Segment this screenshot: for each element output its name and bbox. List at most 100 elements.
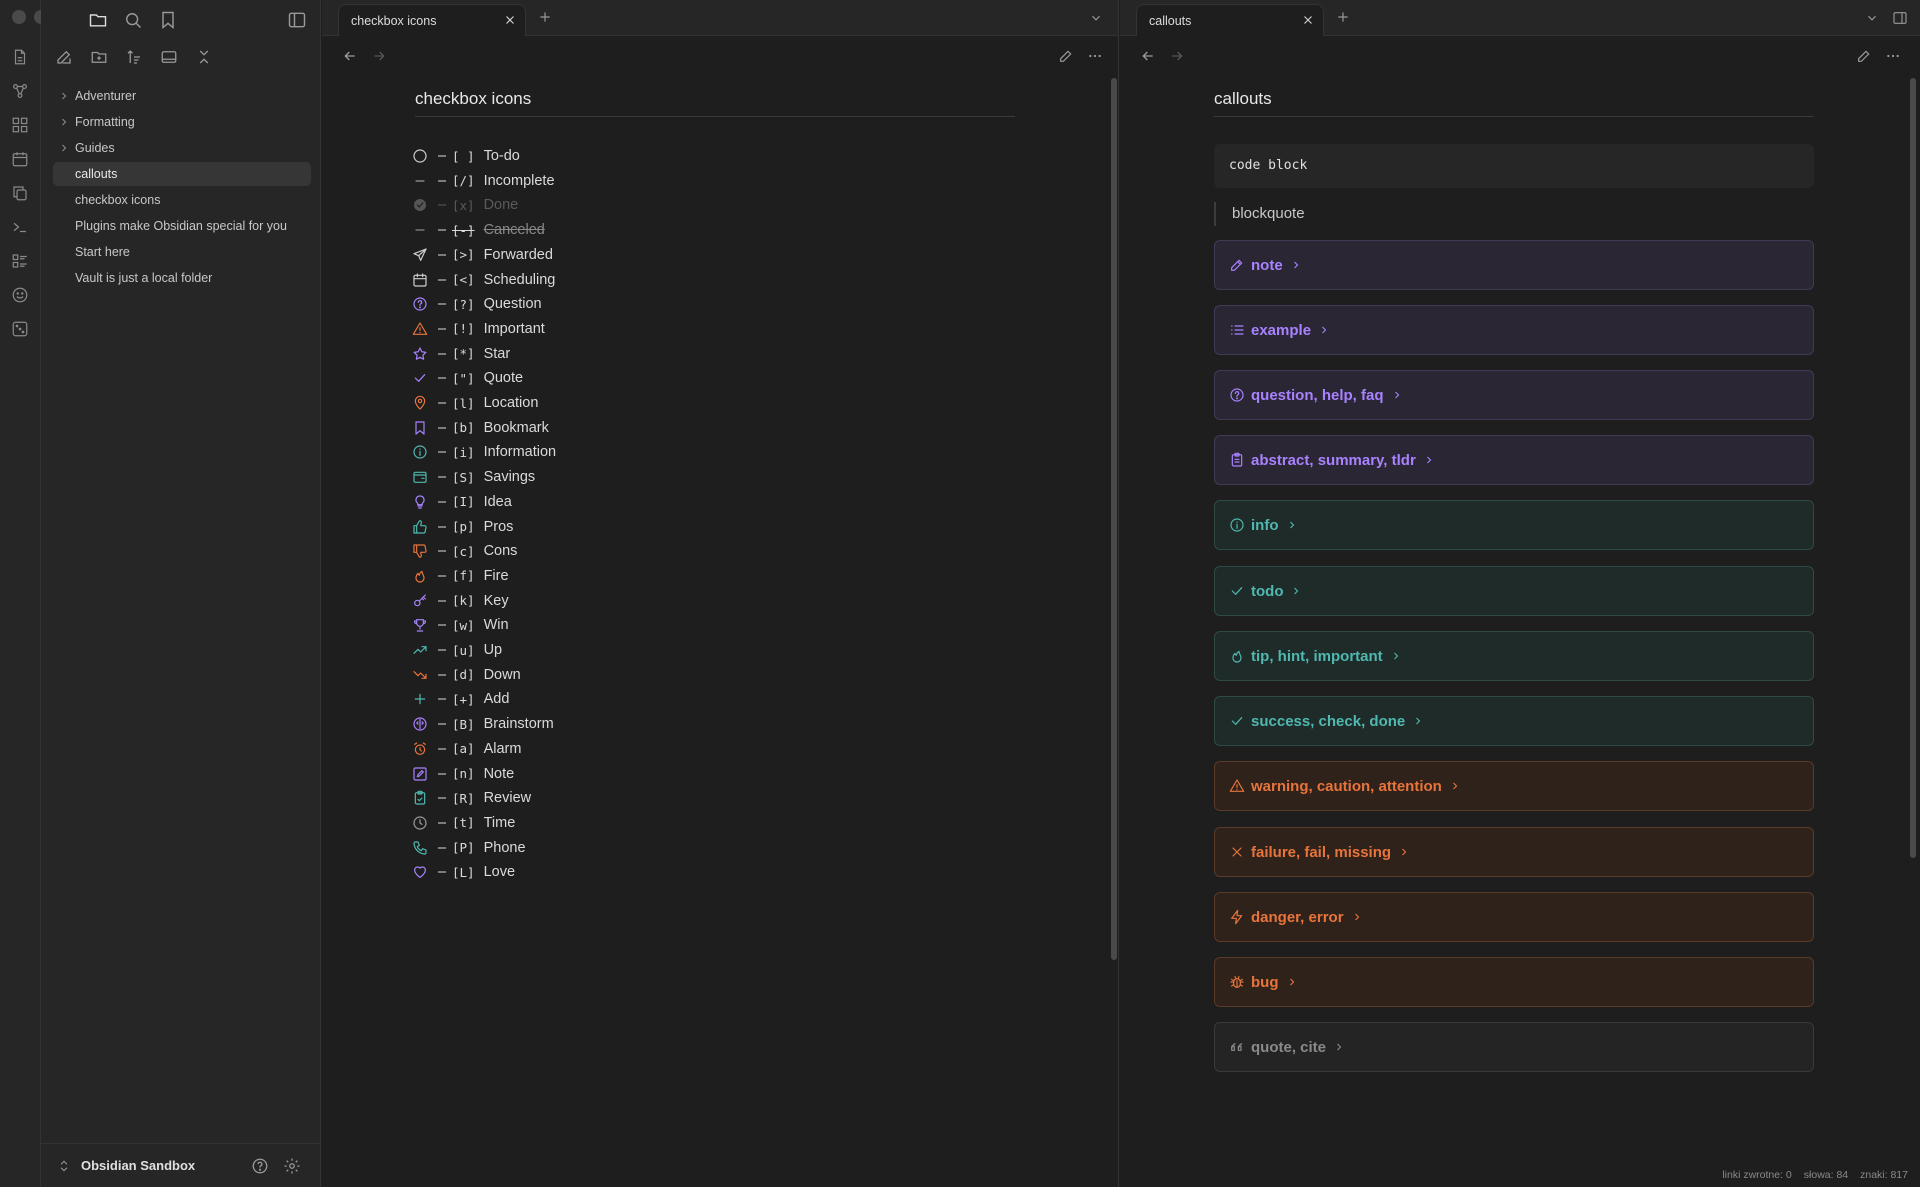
list-icon[interactable] bbox=[11, 252, 29, 270]
chevron-right-icon[interactable] bbox=[1398, 846, 1410, 858]
chevron-right-icon[interactable] bbox=[1286, 519, 1298, 531]
star-icon[interactable] bbox=[412, 346, 428, 362]
trending-down-icon[interactable] bbox=[412, 667, 428, 683]
edit-icon[interactable] bbox=[412, 766, 428, 782]
new-tab-plus-icon[interactable] bbox=[538, 10, 552, 24]
new-folder-icon[interactable] bbox=[90, 48, 108, 66]
trophy-icon[interactable] bbox=[412, 617, 428, 633]
tab-list-chevron-down-icon[interactable] bbox=[1089, 11, 1103, 25]
callout-warning[interactable]: warning, caution, attention bbox=[1214, 761, 1814, 811]
callout-todo[interactable]: todo bbox=[1214, 566, 1814, 616]
callout-success[interactable]: success, check, done bbox=[1214, 696, 1814, 746]
chevron-right-icon[interactable] bbox=[1290, 259, 1302, 271]
callout-info[interactable]: info bbox=[1214, 500, 1814, 550]
callout-tip[interactable]: tip, hint, important bbox=[1214, 631, 1814, 681]
terminal-icon[interactable] bbox=[11, 218, 29, 236]
chevron-right-icon[interactable] bbox=[1390, 650, 1402, 662]
right-sidebar-toggle-icon[interactable] bbox=[1892, 10, 1907, 24]
scrollbar[interactable] bbox=[1111, 78, 1117, 960]
tab-callouts[interactable]: callouts bbox=[1136, 4, 1324, 36]
file-checkbox-icons[interactable]: checkbox icons bbox=[53, 188, 311, 212]
heart-icon[interactable] bbox=[412, 864, 428, 880]
sidebar-toggle-icon[interactable] bbox=[287, 10, 307, 30]
close-tab-icon[interactable] bbox=[1301, 13, 1315, 27]
plus-icon[interactable] bbox=[412, 691, 428, 707]
clipboard-icon[interactable] bbox=[412, 790, 428, 806]
more-options-icon[interactable] bbox=[1885, 48, 1901, 64]
forward-arrow-icon[interactable] bbox=[1169, 48, 1185, 64]
minus-icon[interactable] bbox=[412, 222, 428, 238]
chevron-right-icon[interactable] bbox=[1333, 1041, 1345, 1053]
graph-view-icon[interactable] bbox=[11, 82, 29, 100]
folder-adventurer[interactable]: Adventurer bbox=[53, 84, 311, 108]
sort-icon[interactable] bbox=[125, 48, 143, 66]
calendar-icon[interactable] bbox=[412, 272, 428, 288]
file-callouts[interactable]: callouts bbox=[53, 162, 311, 186]
edit-pencil-icon[interactable] bbox=[1856, 48, 1872, 64]
chevron-right-icon[interactable] bbox=[1286, 976, 1298, 988]
file-start-here[interactable]: Start here bbox=[53, 240, 311, 264]
brain-icon[interactable] bbox=[412, 716, 428, 732]
lightbulb-icon[interactable] bbox=[412, 494, 428, 510]
check-icon[interactable] bbox=[412, 370, 428, 386]
chevron-right-icon[interactable] bbox=[1318, 324, 1330, 336]
chevron-right-icon[interactable] bbox=[1412, 715, 1424, 727]
thumbs-down-icon[interactable] bbox=[412, 543, 428, 559]
callout-note[interactable]: note bbox=[1214, 240, 1814, 290]
settings-gear-icon[interactable] bbox=[283, 1157, 301, 1175]
send-icon[interactable] bbox=[412, 247, 428, 263]
callout-question[interactable]: question, help, faq bbox=[1214, 370, 1814, 420]
chevron-right-icon[interactable] bbox=[1391, 389, 1403, 401]
back-arrow-icon[interactable] bbox=[1140, 48, 1156, 64]
folder-icon[interactable] bbox=[88, 10, 108, 30]
calendar-icon[interactable] bbox=[11, 150, 29, 168]
copy-icon[interactable] bbox=[11, 184, 29, 202]
new-tab-plus-icon[interactable] bbox=[1336, 10, 1350, 24]
tab-list-chevron-down-icon[interactable] bbox=[1865, 11, 1879, 25]
help-circle-icon[interactable] bbox=[412, 296, 428, 312]
back-arrow-icon[interactable] bbox=[342, 48, 358, 64]
scrollbar[interactable] bbox=[1910, 78, 1916, 858]
info-icon[interactable] bbox=[412, 444, 428, 460]
clock-icon[interactable] bbox=[412, 815, 428, 831]
file-plugins-make-obsidian-special-for-you[interactable]: Plugins make Obsidian special for you bbox=[53, 214, 311, 238]
dice-icon[interactable] bbox=[11, 320, 29, 338]
key-icon[interactable] bbox=[412, 593, 428, 609]
bookmark-icon[interactable] bbox=[158, 10, 178, 30]
callout-bug[interactable]: bug bbox=[1214, 957, 1814, 1007]
phone-icon[interactable] bbox=[412, 840, 428, 856]
folder-formatting[interactable]: Formatting bbox=[53, 110, 311, 134]
new-note-icon[interactable] bbox=[55, 48, 73, 66]
chevron-right-icon[interactable] bbox=[1290, 585, 1302, 597]
close-tab-icon[interactable] bbox=[503, 13, 517, 27]
search-icon[interactable] bbox=[123, 10, 143, 30]
thumbs-up-icon[interactable] bbox=[412, 519, 428, 535]
tab-checkbox-icons[interactable]: checkbox icons bbox=[338, 4, 526, 36]
chevron-right-icon[interactable] bbox=[1449, 780, 1461, 792]
collapse-all-icon[interactable] bbox=[195, 48, 213, 66]
alarm-icon[interactable] bbox=[412, 741, 428, 757]
canvas-icon[interactable] bbox=[11, 116, 29, 134]
circle-icon[interactable] bbox=[412, 148, 428, 164]
more-options-icon[interactable] bbox=[1087, 48, 1103, 64]
callout-failure[interactable]: failure, fail, missing bbox=[1214, 827, 1814, 877]
callout-quote[interactable]: quote, cite bbox=[1214, 1022, 1814, 1072]
callout-example[interactable]: example bbox=[1214, 305, 1814, 355]
bookmark-icon[interactable] bbox=[412, 420, 428, 436]
help-icon[interactable] bbox=[251, 1157, 269, 1175]
forward-arrow-icon[interactable] bbox=[371, 48, 387, 64]
smile-icon[interactable] bbox=[11, 286, 29, 304]
callout-danger[interactable]: danger, error bbox=[1214, 892, 1814, 942]
edit-pencil-icon[interactable] bbox=[1058, 48, 1074, 64]
minus-icon[interactable] bbox=[412, 173, 428, 189]
map-pin-icon[interactable] bbox=[412, 395, 428, 411]
auto-reveal-icon[interactable] bbox=[160, 48, 178, 66]
vault-switcher[interactable]: Obsidian Sandbox bbox=[41, 1143, 321, 1187]
check-circle-icon[interactable] bbox=[412, 197, 428, 213]
file-vault-is-just-a-local-folder[interactable]: Vault is just a local folder bbox=[53, 266, 311, 290]
wallet-icon[interactable] bbox=[412, 469, 428, 485]
callout-abstract[interactable]: abstract, summary, tldr bbox=[1214, 435, 1814, 485]
backlinks-count[interactable]: linki zwrotne: 0 bbox=[1722, 1169, 1792, 1181]
trending-up-icon[interactable] bbox=[412, 642, 428, 658]
flame-icon[interactable] bbox=[412, 568, 428, 584]
